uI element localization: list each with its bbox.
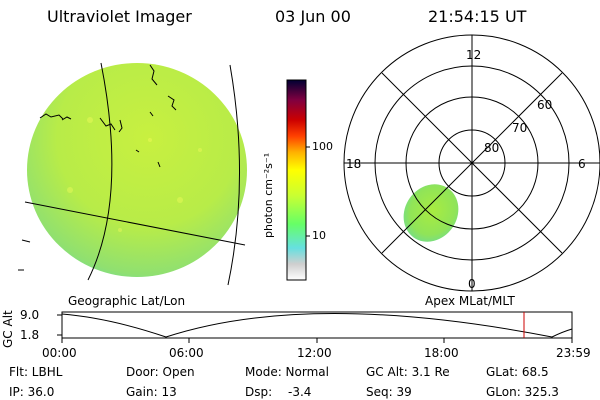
dsp-label: Dsp:	[245, 385, 273, 399]
geographic-grid	[24, 62, 246, 286]
timeline-xtick-label-2359: 23:59	[556, 346, 591, 360]
meridian-line-2	[227, 64, 241, 286]
timeline-ytick-label-9: 9.0	[20, 308, 40, 322]
mlt-label-18: 18	[346, 157, 362, 171]
colorbar-label-10: 10	[312, 229, 326, 242]
lat-label-80: 80	[484, 141, 500, 155]
gc-alt-info: GC Alt: 3.1 Re	[366, 365, 450, 379]
polar-plot	[343, 34, 600, 292]
timeline-xtick-label-1800: 18:00	[424, 346, 459, 360]
timeline-ylabel: GC Alt	[1, 310, 15, 348]
door-info: Door: Open	[126, 365, 195, 379]
ip-info: IP: 36.0	[9, 385, 55, 399]
earth-disk	[27, 63, 247, 277]
gain-info: Gain: 13	[126, 385, 177, 399]
time-readout: 21:54:15 UT	[428, 7, 527, 26]
meridian-line-1	[87, 62, 113, 281]
mlt-label-0: 0	[468, 277, 476, 291]
mlt-diag-2	[381, 72, 563, 254]
timeline-frame	[61, 311, 573, 339]
timeline-xticks	[61, 338, 573, 343]
timeline-xtick-label-0000: 00:00	[42, 346, 77, 360]
colorbar-label-100: 100	[312, 140, 333, 153]
mode-info: Mode: Normal	[245, 365, 329, 379]
coastline-outline	[18, 64, 177, 271]
timeline-xtick-label-1200: 12:00	[297, 346, 332, 360]
dsp-value: -3.4	[288, 385, 312, 399]
parallel-line	[24, 201, 246, 246]
glat-info: GLat: 68.5	[486, 365, 549, 379]
filter-info: Flt: LBHL	[9, 365, 63, 379]
colorbar-scale	[286, 79, 307, 281]
timeline-ytick-label-1-8: 1.8	[20, 328, 40, 342]
mlt-label-6: 6	[578, 157, 586, 171]
altitude-curve	[61, 313, 573, 338]
timeline-xtick-label-0600: 06:00	[169, 346, 204, 360]
mlt-label-12: 12	[466, 48, 482, 62]
seq-info: Seq: 39	[366, 385, 412, 399]
colorbar	[286, 79, 310, 281]
lat-label-60: 60	[537, 98, 553, 112]
date-readout: 03 Jun 00	[275, 7, 351, 26]
geographic-image	[18, 62, 247, 286]
left-panel-label: Geographic Lat/Lon	[68, 294, 186, 308]
app-title: Ultraviolet Imager	[47, 7, 192, 26]
lat-label-70: 70	[512, 121, 528, 135]
right-panel-label: Apex MLat/MLT	[425, 294, 515, 308]
polar-grid	[343, 34, 600, 292]
altitude-timeline	[57, 311, 573, 343]
auroral-emission-blob	[403, 184, 459, 242]
glon-info: GLon: 325.3	[486, 385, 559, 399]
